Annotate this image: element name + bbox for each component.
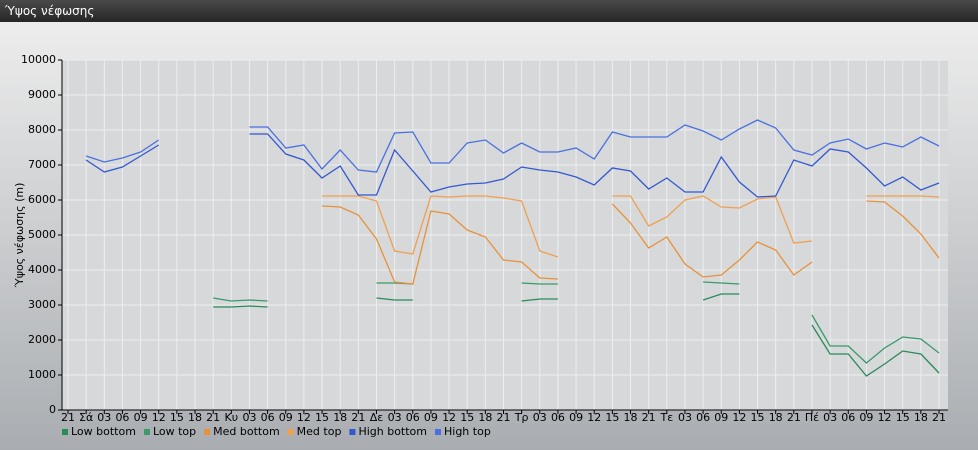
x-tick-label: 03 (242, 411, 256, 424)
legend-label: High bottom (358, 425, 427, 438)
x-tick-label: 18 (188, 411, 202, 424)
x-tick-label: 18 (478, 411, 492, 424)
x-tick-label: 03 (97, 411, 111, 424)
legend-swatch (349, 429, 356, 435)
chart: Ύψος νέφωσης (m) 0 1000 2000 3000 4000 5000 60… (13, 53, 948, 438)
x-tick-label: 21 (787, 411, 801, 424)
series-line (213, 281, 940, 364)
y-axis-title: Ύψος νέφωσης (m) (13, 183, 26, 289)
x-tick-label: 09 (279, 411, 293, 424)
series-line (322, 195, 940, 258)
legend-label: Med bottom (213, 425, 280, 438)
x-tick-label: 12 (587, 411, 601, 424)
x-tick-label: 06 (406, 411, 420, 424)
x-tick-label: Πέ (805, 411, 819, 424)
x-tick-label: 21 (642, 411, 656, 424)
legend-label: Low bottom (71, 425, 136, 438)
x-tick-label: 15 (751, 411, 765, 424)
y-tick-label: 3000 (28, 298, 56, 311)
x-tick-label: 03 (533, 411, 547, 424)
x-tick-label: 12 (297, 411, 311, 424)
x-tick-label: 15 (605, 411, 619, 424)
x-tick-label: 12 (152, 411, 166, 424)
series-line (85, 119, 940, 173)
x-tick-label: 03 (823, 411, 837, 424)
y-tick-label: 5000 (28, 228, 56, 241)
legend-swatch (62, 429, 68, 435)
x-tick-label: 18 (914, 411, 928, 424)
x-tick-label: 06 (841, 411, 855, 424)
x-tick-label: 21 (351, 411, 365, 424)
y-tick-label: 9000 (28, 88, 56, 101)
x-tick-label: 06 (551, 411, 565, 424)
x-tick-label: Κυ (225, 411, 239, 424)
x-tick-label: 06 (696, 411, 710, 424)
x-tick-label: 21 (206, 411, 220, 424)
x-tick-label: 15 (315, 411, 329, 424)
legend-swatch (287, 429, 294, 435)
x-tick-label: 21 (497, 411, 511, 424)
x-tick-label: 09 (569, 411, 583, 424)
x-tick-label: Τρ (514, 411, 529, 424)
x-tick-label: 12 (878, 411, 892, 424)
x-tick-label: 15 (896, 411, 910, 424)
x-tick-label: 15 (170, 411, 184, 424)
y-tick-label: 1000 (28, 368, 56, 381)
series-line (85, 133, 940, 198)
y-tick-label: 6000 (28, 193, 56, 206)
legend-swatch (143, 429, 150, 435)
x-tick-label: 06 (261, 411, 275, 424)
x-tick-label: Σά (79, 411, 93, 424)
window-title: Ύψος νέφωσης (0, 0, 978, 22)
x-tick-label: 03 (678, 411, 692, 424)
legend-label: Med top (297, 425, 342, 438)
x-tick-label: 18 (333, 411, 347, 424)
x-tick-label: 06 (115, 411, 129, 424)
series-line (321, 200, 940, 285)
y-tick-label: 2000 (28, 333, 56, 346)
legend-label: High top (444, 425, 491, 438)
x-tick-label: 09 (859, 411, 873, 424)
y-tick-label: 10000 (21, 53, 56, 66)
x-tick-label: 18 (769, 411, 783, 424)
legend-swatch (204, 429, 211, 435)
legend-swatch (435, 429, 441, 435)
x-tick-label: 09 (424, 411, 438, 424)
x-tick-label: 15 (460, 411, 474, 424)
y-tick-label: 7000 (28, 158, 56, 171)
x-tick-label: Δε (370, 411, 384, 424)
y-tick-label: 8000 (28, 123, 56, 136)
x-tick-label: 03 (388, 411, 402, 424)
x-tick-label: 09 (134, 411, 148, 424)
x-tick-label: 18 (624, 411, 638, 424)
x-tick-label: 21 (61, 411, 75, 424)
x-tick-label: 12 (732, 411, 746, 424)
x-tick-label: 09 (714, 411, 728, 424)
y-tick-label: 4000 (28, 263, 56, 276)
x-tick-label: Τε (659, 411, 673, 424)
series-line (213, 293, 940, 377)
y-tick-label: 0 (49, 403, 56, 416)
x-tick-label: 21 (932, 411, 946, 424)
x-tick-label: 12 (442, 411, 456, 424)
legend-label: Low top (153, 425, 196, 438)
